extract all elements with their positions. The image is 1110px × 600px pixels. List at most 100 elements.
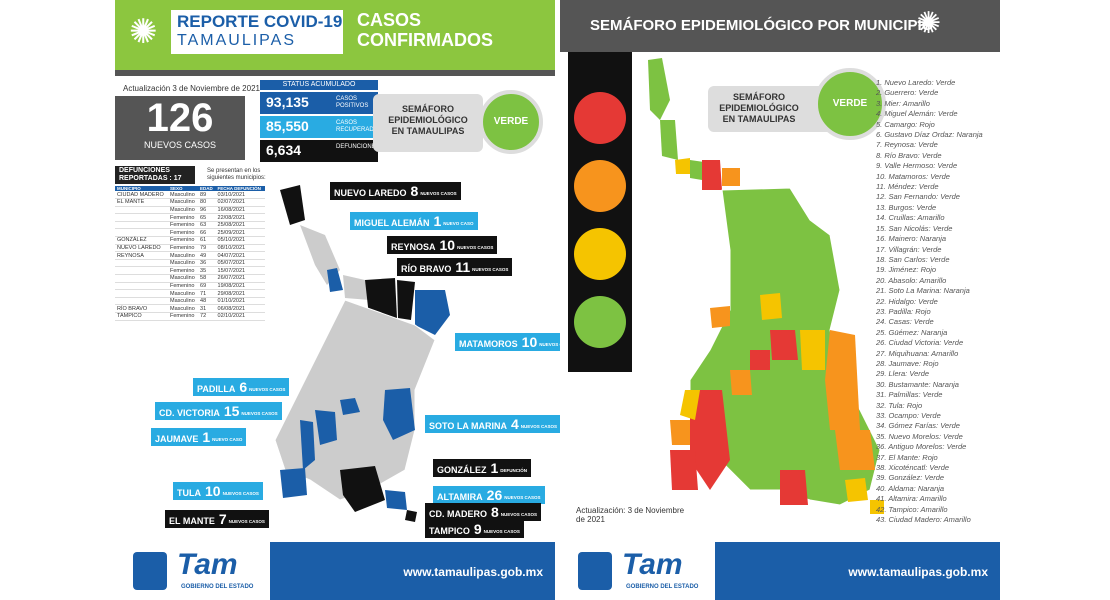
table-cell: Masculino (168, 297, 199, 306)
deaths-table: MUNICIPIO SEXO EDAD FECHA DEFUNCIÓN CIUDAD … (115, 186, 265, 321)
mun-41 (845, 478, 868, 502)
label-name: RÍO BRAVO (401, 264, 452, 274)
table-cell: Masculino (168, 206, 199, 215)
label-sub: NUEVOS CASOS (249, 387, 286, 393)
table-cell: RÍO BRAVO (115, 304, 168, 313)
label-gonzalez: GONZÁLEZ 1 DEFUNCIÓN (433, 459, 532, 477)
label-cd-madero: CD. MADERO 8 NUEVOS CASOS (425, 503, 542, 521)
table-cell (115, 259, 168, 268)
table-cell (115, 282, 168, 291)
footer-url[interactable]: www.tamaulipas.gob.mx (403, 565, 543, 579)
covid-report-panel: ✺ REPORTE COVID-19 TAMAULIPAS CASOS CONF… (115, 0, 580, 600)
label-num: 15 (223, 403, 240, 419)
list-item: 1. Nuevo Laredo: Verde (876, 78, 956, 87)
label-name: JAUMAVE (155, 434, 199, 444)
table-cell: REYNOSA (115, 251, 168, 260)
list-item: 16. Mainero: Naranja (876, 234, 947, 244)
table-cell: Femenino (168, 244, 199, 253)
list-item: 41. Altamira: Amarillo (876, 494, 947, 504)
mun-20 (800, 330, 825, 370)
new-cases-label: NUEVOS CASOS (143, 140, 217, 150)
map-gonzalez-mante (340, 466, 385, 512)
list-item: 27. Miquihuana: Amarillo (876, 348, 959, 358)
update-date: Actualización 3 de Noviembre de 2021 (123, 84, 260, 93)
label-sub: DEFUNCIÓN (500, 468, 528, 474)
table-cell: 36 (198, 259, 216, 268)
mun-32 (670, 450, 698, 490)
mun-1 (648, 58, 670, 120)
mun-16 (710, 306, 730, 328)
label-num: 1 (202, 429, 211, 445)
table-row: Masculino 96 16/08/2021 (115, 206, 265, 215)
map-reynosa (365, 278, 397, 318)
label-name: GONZÁLEZ (437, 465, 487, 475)
mun-30 (670, 420, 690, 445)
table-cell: Femenino (168, 221, 199, 230)
table-cell: TAMPICO (115, 312, 168, 321)
list-item: 34. Gómez Farías: Verde (876, 421, 960, 431)
table-cell: GONZÁLEZ (115, 236, 168, 245)
label-miguel-aleman: MIGUEL ALEMÁN 1 NUEVO CASO (350, 212, 478, 230)
stat-value: 93,135 (266, 94, 309, 110)
table-row: CIUDAD MADERO Masculino 89 03/10/2021 (115, 191, 265, 200)
map-camargo (343, 275, 370, 300)
table-header: MUNICIPIO (115, 186, 168, 191)
stat-label: CASOS RECUPERADOS (336, 120, 383, 133)
update-date: Actualización: 3 de Noviembre de 2021 (576, 506, 685, 524)
list-item: 18. San Carlos: Verde (876, 254, 950, 264)
label-sub: NUEVOS CASOS (483, 529, 520, 535)
table-row: REYNOSA Masculino 49 04/07/2021 (115, 251, 265, 260)
table-cell: 79 (198, 244, 216, 253)
map-matamoros (415, 290, 450, 335)
label-sub: NUEVOS CASOS (472, 267, 509, 273)
mun-27 (680, 390, 700, 420)
table-cell: Masculino (168, 251, 199, 260)
map-tula (280, 468, 307, 498)
mun-4 (690, 160, 704, 180)
label-sub: NUEVOS CASOS (457, 245, 494, 251)
table-row: GONZÁLEZ Femenino 61 05/10/2021 (115, 236, 265, 245)
list-item: 5. Camargo: Rojo (876, 119, 935, 129)
light-orange (574, 160, 626, 212)
list-item: 13. Burgos: Verde (876, 202, 937, 212)
label-sub: NUEVO CASO (212, 437, 243, 443)
report-header: ✺ REPORTE COVID-19 TAMAULIPAS CASOS CONF… (115, 0, 555, 72)
table-cell: 01/10/2021 (215, 297, 265, 306)
map-miguel-aleman (327, 268, 343, 292)
table-cell: EL MANTE (115, 198, 168, 207)
label-num: 10 (205, 483, 221, 499)
table-cell (115, 266, 168, 276)
list-item: 20. Abasolo: Amarillo (876, 275, 947, 285)
traffic-light (568, 52, 632, 372)
mun-37 (780, 470, 808, 505)
label-num: 8 (410, 183, 419, 199)
map-jaumave (300, 420, 315, 470)
label-num: 6 (239, 379, 248, 395)
table-cell: 65 (198, 213, 216, 222)
list-item: 37. El Mante: Rojo (876, 452, 938, 462)
footer: Tam GOBIERNO DEL ESTADO www.tamaulipas.g… (115, 542, 555, 600)
label-num: 9 (473, 521, 482, 537)
table-cell (115, 221, 168, 230)
casos-confirmados-title: CASOS CONFIRMADOS (357, 10, 493, 50)
stat-label: DEFUNCIONES (336, 144, 380, 150)
table-cell: 49 (198, 251, 216, 260)
table-cell: CIUDAD MADERO (115, 191, 168, 200)
label-name: PADILLA (197, 384, 236, 394)
label-name: CD. VICTORIA (159, 408, 220, 418)
brand-logo: Tam (622, 548, 683, 581)
list-item: 35. Nuevo Morelos: Verde (876, 431, 963, 441)
table-cell: 15/07/2021 (215, 266, 265, 276)
brand-subtitle: GOBIERNO DEL ESTADO (181, 584, 254, 590)
footer-url[interactable]: www.tamaulipas.gob.mx (848, 565, 988, 579)
label-padilla: PADILLA 6 NUEVOS CASOS (193, 378, 290, 396)
table-cell: 25/09/2021 (215, 228, 265, 238)
table-cell: 80 (198, 198, 216, 207)
list-item: 9. Valle Hermoso: Verde (876, 161, 958, 171)
list-item: 39. González: Verde (876, 473, 945, 483)
table-cell: 16/08/2021 (215, 206, 265, 215)
label-sub: NUEVOS CASOS (520, 424, 558, 430)
table-header: EDAD (198, 186, 216, 191)
label-name: MATAMOROS (459, 339, 518, 349)
list-item: 19. Jiménez: Rojo (876, 265, 937, 275)
